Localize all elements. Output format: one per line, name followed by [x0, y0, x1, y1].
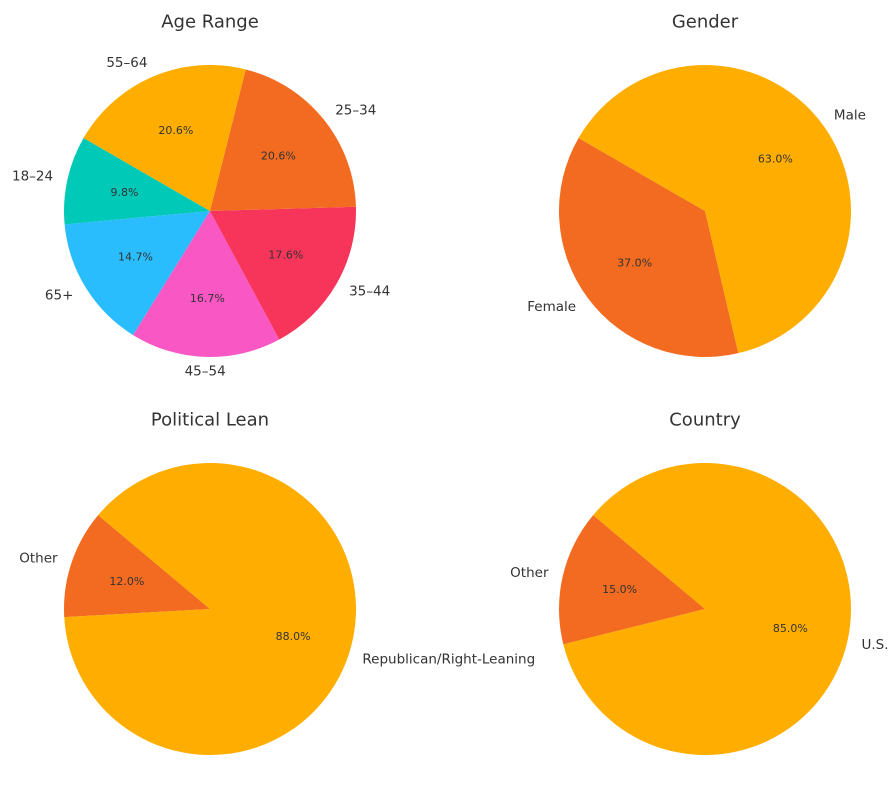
- gender-percent-label-male: 63.0%: [758, 152, 793, 165]
- age-range-chart-title: Age Range: [161, 12, 259, 33]
- political-lean-category-label-republican-right-leaning: Republican/Right-Leaning: [362, 652, 535, 668]
- age-range-slice-35-44: [210, 206, 357, 340]
- age-range-category-label-25-34: 25–34: [335, 102, 376, 118]
- gender-percent-label-female: 37.0%: [617, 257, 652, 270]
- age-range-pie-chart: Age Range 9.8% 18–24 14.7% 65+ 16.7% 45–54 17.6…: [12, 12, 390, 380]
- gender-slice-female: [559, 138, 739, 357]
- political-lean-percent-label-other: 12.0%: [109, 575, 144, 588]
- gender-pie-chart: Gender 37.0% Female 63.0% Male: [527, 12, 866, 357]
- age-range-slice-18-24: [64, 138, 210, 225]
- age-range-category-label-65: 65+: [45, 287, 74, 303]
- age-range-category-label-18-24: 18–24: [12, 169, 53, 185]
- country-category-label-other: Other: [510, 565, 549, 581]
- age-range-category-label-35-44: 35–44: [349, 283, 390, 299]
- age-range-percent-label-35-44: 17.6%: [268, 248, 303, 261]
- age-range-percent-label-45-54: 16.7%: [190, 292, 225, 305]
- gender-category-label-male: Male: [834, 107, 866, 123]
- country-percent-label-other: 15.0%: [602, 583, 637, 596]
- country-slice-other: [559, 515, 705, 645]
- political-lean-percent-label-republican-right-leaning: 88.0%: [276, 630, 311, 643]
- age-range-category-label-45-54: 45–54: [185, 364, 226, 380]
- country-pie-chart: Country 15.0% Other 85.0% U.S.: [510, 410, 889, 755]
- age-range-percent-label-25-34: 20.6%: [261, 150, 296, 163]
- gender-chart-title: Gender: [672, 12, 739, 33]
- age-range-slice-65: [64, 211, 211, 336]
- country-category-label-u-s: U.S.: [861, 637, 888, 653]
- age-range-slice-55-64: [83, 65, 246, 211]
- country-slice-u-s: [563, 462, 852, 755]
- gender-slice-male: [578, 64, 852, 354]
- political-lean-slice-other: [64, 515, 210, 618]
- age-range-percent-label-55-64: 20.6%: [158, 124, 193, 137]
- political-lean-category-label-other: Other: [19, 550, 58, 566]
- age-range-slice-25-34: [210, 69, 356, 211]
- political-lean-chart-title: Political Lean: [151, 410, 269, 431]
- country-percent-label-u-s: 85.0%: [773, 622, 808, 635]
- political-lean-pie-chart: Political Lean 12.0% Other 88.0% Republican/…: [19, 410, 535, 755]
- age-range-percent-label-18-24: 9.8%: [110, 186, 138, 199]
- age-range-percent-label-65: 14.7%: [118, 251, 153, 264]
- gender-category-label-female: Female: [527, 299, 576, 315]
- age-range-category-label-55-64: 55–64: [106, 55, 147, 71]
- age-range-slice-45-54: [133, 211, 280, 358]
- country-chart-title: Country: [669, 410, 741, 431]
- political-lean-slice-republican-right-leaning: [64, 462, 357, 755]
